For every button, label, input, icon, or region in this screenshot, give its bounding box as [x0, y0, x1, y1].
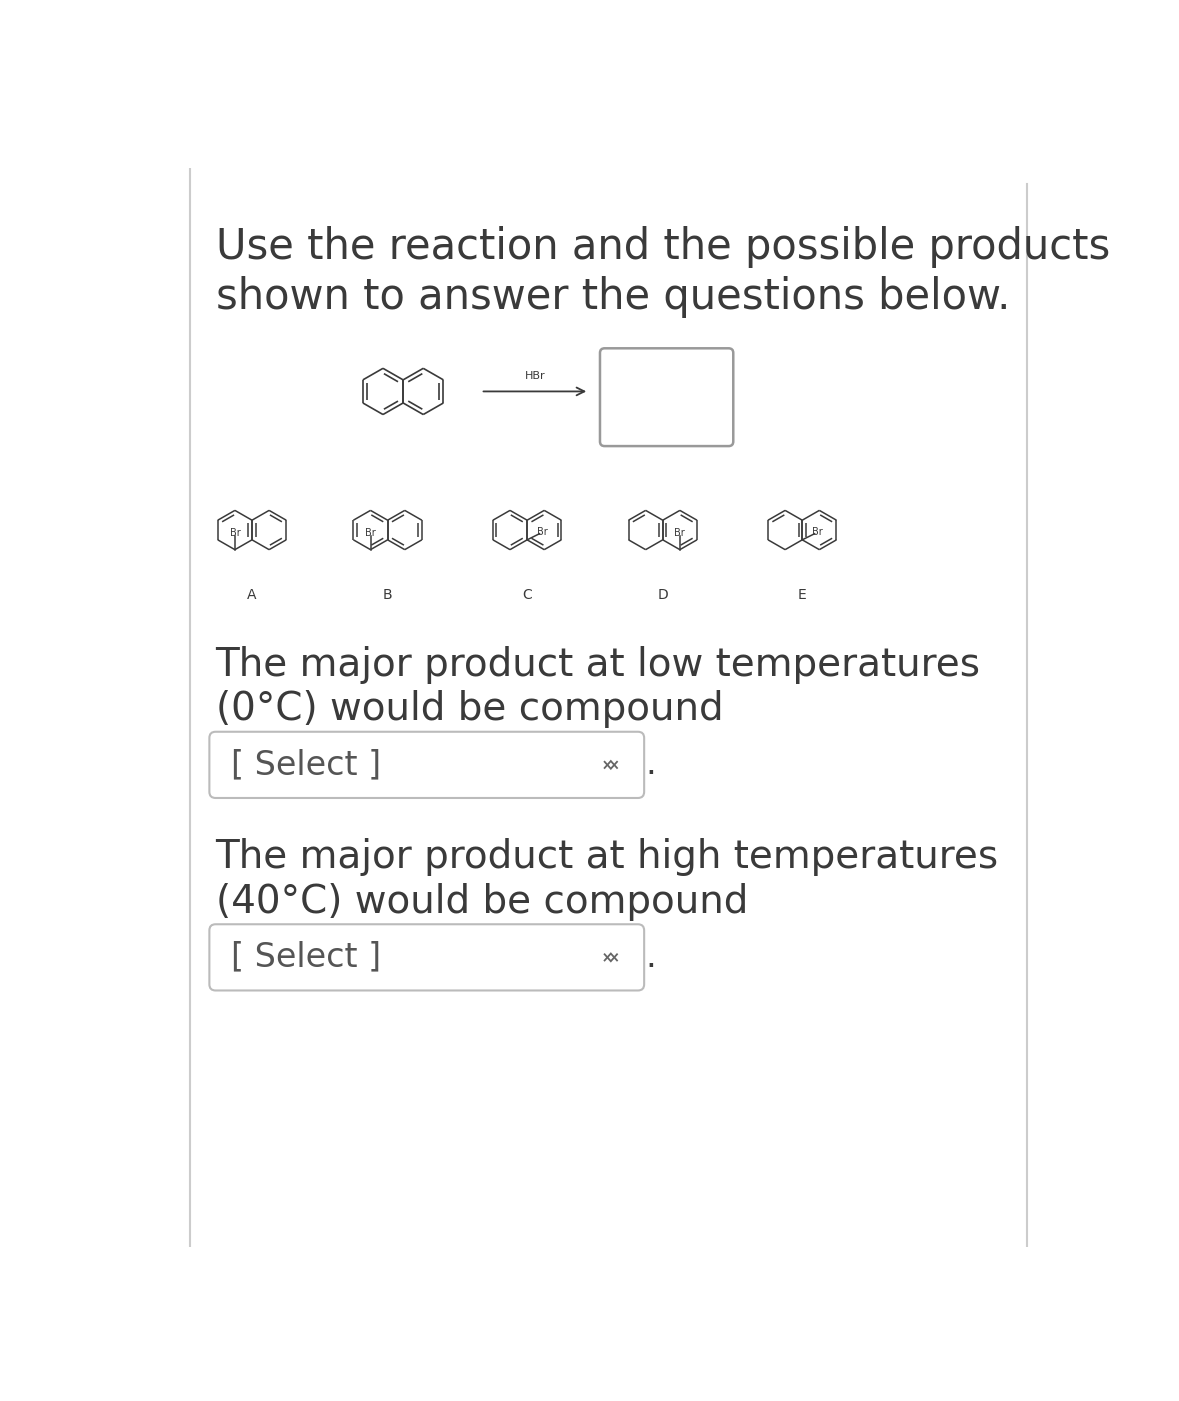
Text: Br: Br	[365, 528, 376, 538]
FancyBboxPatch shape	[210, 731, 644, 799]
Text: (40°C) would be compound: (40°C) would be compound	[216, 883, 747, 920]
Text: Br: Br	[812, 527, 823, 538]
Text: The major product at high temperatures: The major product at high temperatures	[216, 838, 999, 876]
Text: Br: Br	[536, 527, 547, 538]
Text: Br: Br	[674, 528, 685, 538]
Text: C: C	[522, 588, 532, 602]
Text: Use the reaction and the possible products: Use the reaction and the possible produc…	[216, 226, 1109, 268]
Text: [ Select ]: [ Select ]	[231, 748, 381, 782]
Text: A: A	[248, 588, 257, 602]
Text: .: .	[646, 941, 657, 974]
Text: The major product at low temperatures: The major product at low temperatures	[216, 646, 981, 684]
Text: D: D	[658, 588, 668, 602]
Text: Br: Br	[230, 528, 241, 538]
Text: HBr: HBr	[525, 371, 545, 381]
Text: [ Select ]: [ Select ]	[231, 941, 381, 974]
FancyBboxPatch shape	[600, 349, 733, 446]
FancyBboxPatch shape	[210, 925, 644, 991]
Text: B: B	[383, 588, 393, 602]
Text: E: E	[798, 588, 806, 602]
Text: .: .	[646, 748, 657, 782]
Text: shown to answer the questions below.: shown to answer the questions below.	[216, 276, 1010, 318]
Text: (0°C) would be compound: (0°C) would be compound	[216, 691, 723, 729]
